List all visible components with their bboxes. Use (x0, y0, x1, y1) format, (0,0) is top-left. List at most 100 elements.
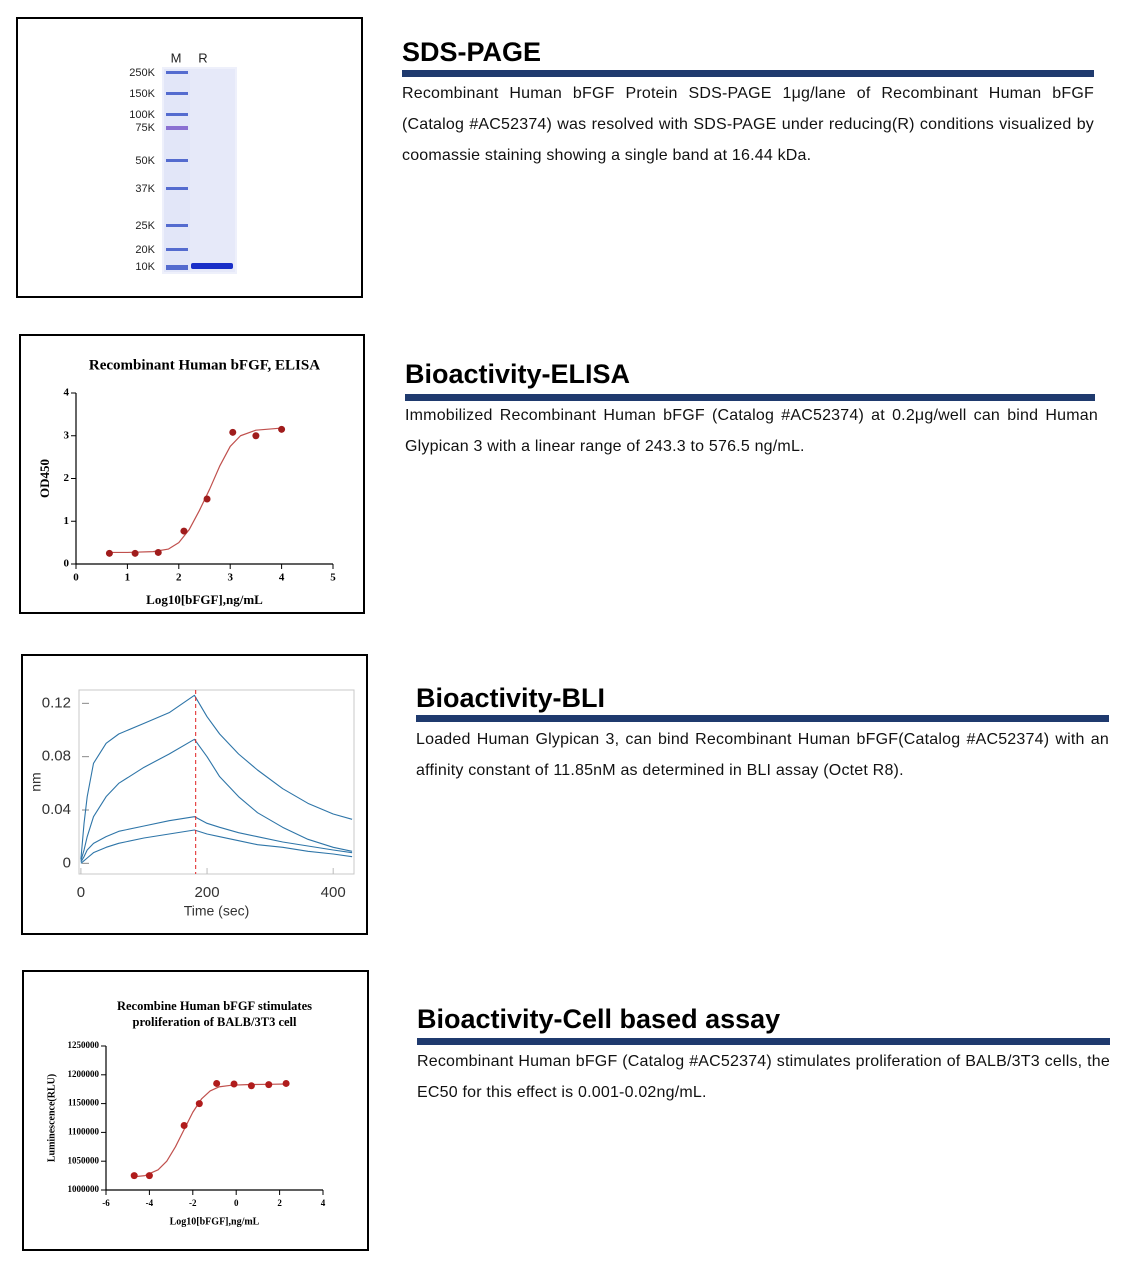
elisa-panel: Recombinant Human bFGF, ELISA 0 1 2 3 4 5 0 1 2 3 4… (19, 334, 365, 614)
marker-band (166, 71, 188, 74)
y-tick-label: 0.12 (42, 694, 71, 711)
y-tick-label: 1100000 (68, 1126, 100, 1136)
x-tick-label: 2 (277, 1198, 282, 1208)
x-tick-label: -4 (146, 1198, 154, 1208)
data-point (282, 1079, 290, 1087)
gel-lane (190, 69, 235, 272)
gel-panel: M R 250K 150K 100K 75K 50K 37K 25K 20K 10K (16, 17, 363, 298)
marker-label: 150K (129, 88, 155, 100)
x-tick-label: 200 (195, 884, 220, 901)
marker-label: 250K (129, 67, 155, 79)
y-tick-label: 1 (64, 515, 70, 527)
title-rule (416, 715, 1109, 722)
marker-band (166, 187, 188, 190)
chart-title: proliferation of BALB/3T3 cell (133, 1015, 298, 1029)
marker-label: 25K (135, 220, 155, 232)
y-axis-label: Luminescence(RLU) (46, 1074, 57, 1162)
fit-curve (109, 427, 282, 554)
x-tick-label: 5 (330, 572, 336, 584)
data-point (203, 495, 211, 503)
sensorgram (80, 829, 353, 864)
section-title: Bioactivity-ELISA (405, 359, 631, 389)
y-tick-label: 1050000 (68, 1155, 100, 1165)
chart-title: Recombinant Human bFGF, ELISA (89, 357, 320, 373)
marker-band (166, 126, 188, 130)
cell-chart: Recombine Human bFGF stimulates prolifera… (46, 999, 326, 1227)
marker-label: 20K (135, 244, 155, 256)
x-tick-label: 2 (176, 572, 182, 584)
marker-band (166, 265, 188, 270)
y-tick-label: 0.04 (42, 801, 71, 818)
marker-band (166, 113, 188, 116)
data-point (180, 1121, 188, 1129)
title-rule (405, 394, 1095, 401)
marker-label: 50K (135, 155, 155, 167)
y-tick-label: 0 (63, 854, 71, 871)
y-axis-label: OD450 (37, 459, 52, 498)
y-tick-label: 1250000 (68, 1040, 100, 1050)
data-point (154, 548, 162, 556)
section-title: Bioactivity-Cell based assay (417, 1004, 781, 1034)
x-axis-label: Time (sec) (184, 903, 250, 919)
y-tick-label: 1150000 (68, 1098, 100, 1108)
y-tick-label: 1200000 (68, 1069, 100, 1079)
section-description: Recombinant Human bFGF (Catalog #AC52374… (417, 1053, 1110, 1101)
gel-lane (164, 69, 190, 272)
x-tick-label: -6 (102, 1198, 110, 1208)
marker-band (166, 92, 188, 95)
sensorgram (80, 694, 353, 860)
data-point (230, 1080, 238, 1088)
cell-panel: Recombine Human bFGF stimulates prolifera… (22, 970, 369, 1251)
x-tick-label: 400 (321, 884, 346, 901)
data-point (131, 549, 139, 557)
elisa-chart: Recombinant Human bFGF, ELISA 0 1 2 3 4 5 0 1 2 3 4… (37, 357, 336, 607)
section-description: Immobilized Recombinant Human bFGF (Cata… (405, 407, 1098, 455)
y-axis-label: nm (28, 772, 44, 791)
bli-panel: 0 200 400 0 0.04 0.08 0.12 Time (sec) nm (21, 654, 368, 935)
marker-label: 75K (135, 122, 155, 134)
sensorgram (80, 816, 353, 863)
data-point (130, 1172, 138, 1180)
y-tick-label: 4 (64, 387, 70, 399)
title-rule (402, 70, 1094, 77)
plot-frame (78, 689, 355, 875)
marker-label: 37K (135, 183, 155, 195)
data-point (180, 527, 188, 535)
x-tick-label: 4 (279, 572, 285, 584)
data-point (229, 428, 237, 436)
marker-label: 10K (135, 261, 155, 273)
y-tick-label: 2 (64, 472, 70, 484)
fit-curve (134, 1083, 287, 1178)
bli-chart: 0 200 400 0 0.04 0.08 0.12 Time (sec) nm (28, 689, 355, 919)
x-tick-label: 3 (227, 572, 233, 584)
sensorgram (80, 738, 353, 861)
x-tick-label: 0 (77, 884, 85, 901)
y-tick-label: 1000000 (68, 1184, 100, 1194)
data-point (252, 432, 260, 440)
data-point (247, 1082, 255, 1090)
sample-band (191, 263, 233, 269)
section-title: Bioactivity-BLI (416, 683, 606, 713)
y-tick-label: 0 (64, 558, 70, 570)
marker-band (166, 159, 188, 162)
lane-label: M (171, 50, 182, 65)
section-description: Loaded Human Glypican 3, can bind Recomb… (416, 731, 1109, 779)
y-tick-label: 3 (64, 429, 70, 441)
data-point (265, 1081, 273, 1089)
section-title: SDS-PAGE (402, 37, 542, 67)
data-point (105, 549, 113, 557)
x-tick-label: 4 (321, 1198, 326, 1208)
data-point (145, 1172, 153, 1180)
x-tick-label: -2 (189, 1198, 197, 1208)
data-point (195, 1100, 203, 1108)
title-rule (417, 1038, 1110, 1045)
data-point (213, 1079, 221, 1087)
x-axis-label: Log10[bFGF],ng/mL (146, 592, 263, 607)
marker-label: 100K (129, 109, 155, 121)
marker-band (166, 248, 188, 251)
x-tick-label: 0 (73, 572, 79, 584)
data-point (278, 425, 286, 433)
x-tick-label: 0 (234, 1198, 239, 1208)
